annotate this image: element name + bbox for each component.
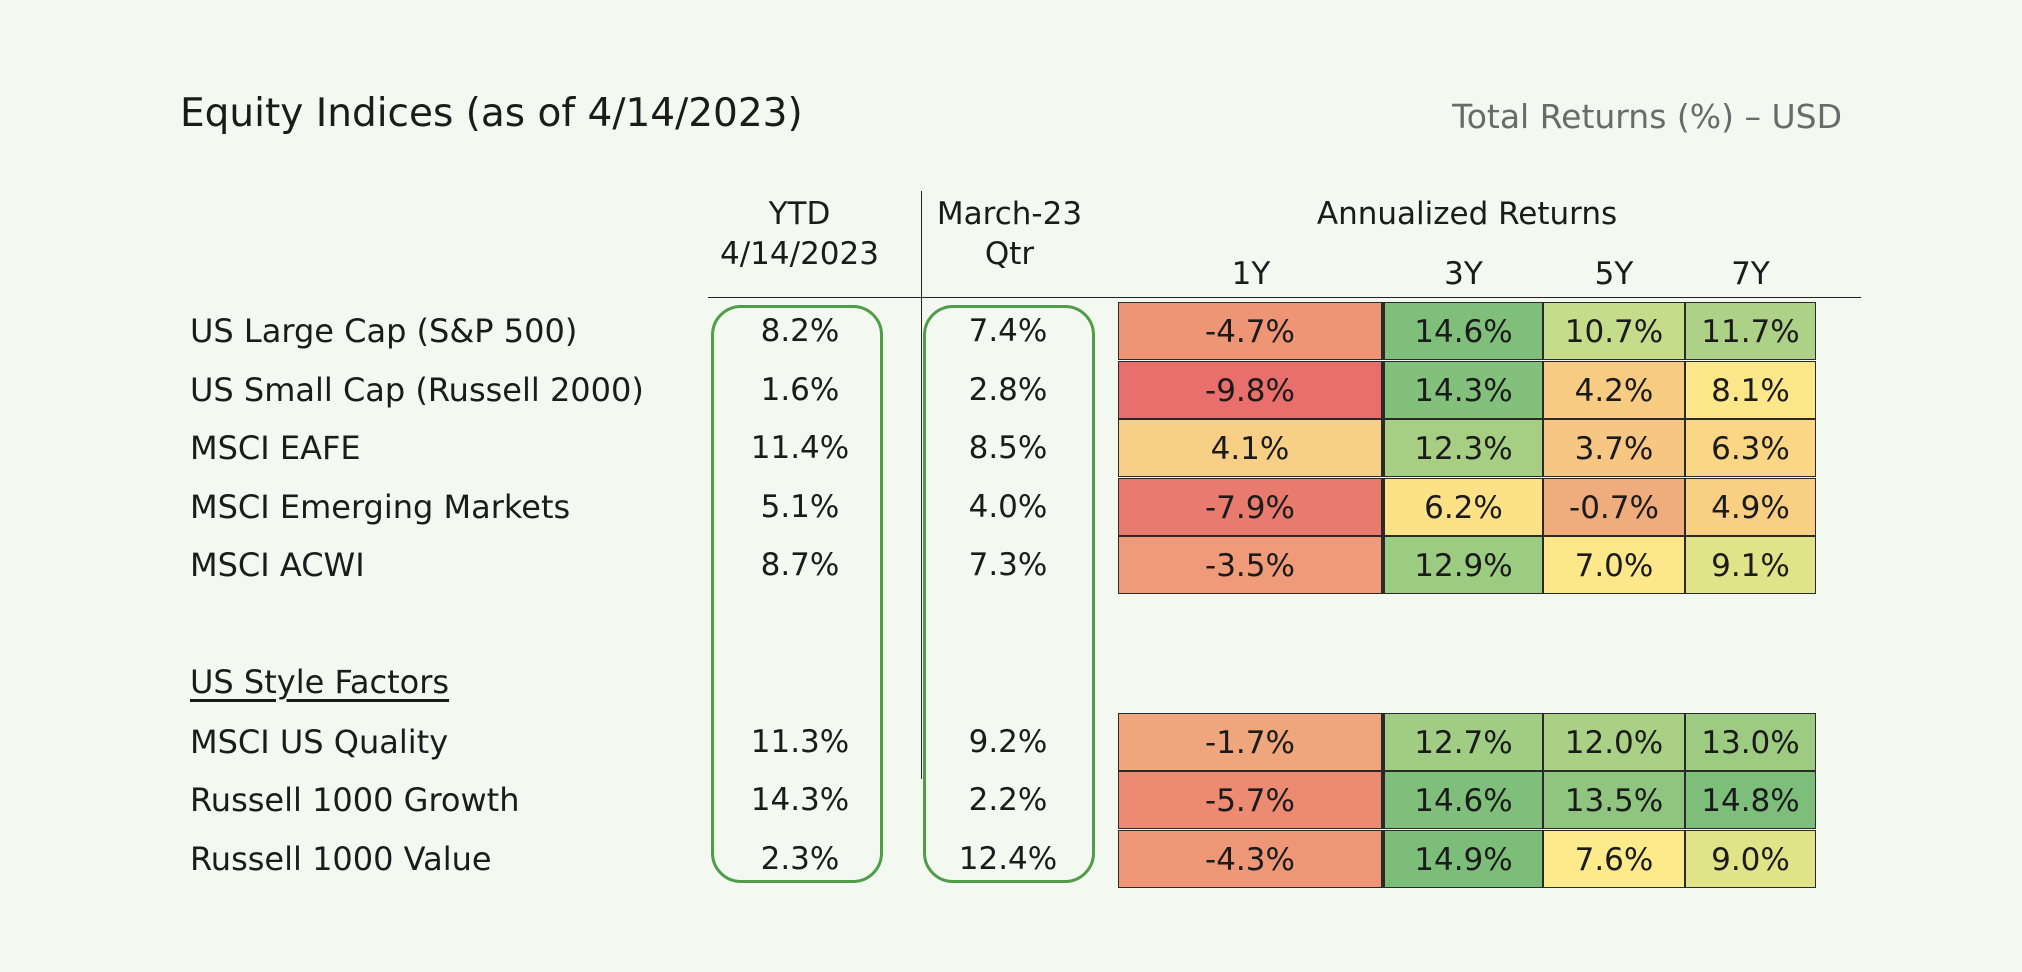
return-1y-cell: -4.3%	[1118, 830, 1384, 888]
row-label: MSCI US Quality	[190, 723, 449, 761]
return-7y-cell: 13.0%	[1685, 713, 1816, 771]
row-label: Russell 1000 Growth	[190, 781, 520, 819]
return-5y-cell: 3.7%	[1543, 419, 1685, 477]
ytd-value: 5.1%	[760, 489, 840, 525]
ytd-header-line2: 4/14/2023	[720, 236, 879, 272]
table-row: MSCI EAFE 11.4% 8.5% 4.1% 12.3% 3.7% 6.3%	[0, 419, 2022, 477]
col-header-3y: 3Y	[1444, 256, 1483, 292]
ytd-value: 8.7%	[760, 547, 840, 583]
ytd-highlight-outline	[711, 305, 883, 883]
return-5y-cell: -0.7%	[1543, 478, 1685, 536]
return-3y-cell: 12.9%	[1384, 536, 1543, 594]
return-3y-cell: 12.3%	[1384, 419, 1543, 477]
table-row: US Large Cap (S&P 500) 8.2% 7.4% -4.7% 14.6%…	[0, 302, 2022, 360]
return-3y-cell: 14.9%	[1384, 830, 1543, 888]
return-1y-cell: -9.8%	[1118, 361, 1384, 419]
page-subtitle: Total Returns (%) – USD	[1452, 97, 1842, 136]
table-row: MSCI Emerging Markets 5.1% 4.0% -7.9% 6.2% -0…	[0, 478, 2022, 536]
qtr-header-line2: Qtr	[984, 236, 1035, 272]
ytd-value: 11.4%	[750, 430, 850, 466]
qtr-value: 8.5%	[968, 430, 1048, 466]
row-label: US Small Cap (Russell 2000)	[190, 371, 644, 409]
col-header-5y: 5Y	[1594, 256, 1634, 292]
return-1y-cell: -4.7%	[1118, 302, 1384, 360]
ytd-value: 8.2%	[760, 313, 840, 349]
return-1y-cell: -5.7%	[1118, 771, 1384, 829]
qtr-highlight-outline	[923, 305, 1095, 883]
return-1y-cell: -3.5%	[1118, 536, 1384, 594]
row-label: MSCI Emerging Markets	[190, 488, 571, 526]
return-5y-cell: 7.0%	[1543, 536, 1685, 594]
ytd-value: 11.3%	[750, 724, 850, 760]
col-header-1y: 1Y	[1231, 256, 1271, 292]
table-row: Russell 1000 Value 2.3% 12.4% -4.3% 14.9% 7.6…	[0, 830, 2022, 888]
table-row: Russell 1000 Growth 14.3% 2.2% -5.7% 14.6% 13…	[0, 771, 2022, 829]
return-3y-cell: 14.3%	[1384, 361, 1543, 419]
header-divider	[708, 297, 1861, 298]
ytd-value: 1.6%	[760, 372, 840, 408]
table-row: MSCI ACWI 8.7% 7.3% -3.5% 12.9% 7.0% 9.1%	[0, 536, 2022, 594]
return-3y-cell: 14.6%	[1384, 302, 1543, 360]
return-7y-cell: 11.7%	[1685, 302, 1816, 360]
qtr-value: 2.8%	[968, 372, 1048, 408]
table-row: US Small Cap (Russell 2000) 1.6% 2.8% -9.8%…	[0, 361, 2022, 419]
page-title: Equity Indices (as of 4/14/2023)	[180, 91, 803, 136]
qtr-value: 4.0%	[968, 489, 1048, 525]
return-5y-cell: 13.5%	[1543, 771, 1685, 829]
qtr-value: 2.2%	[968, 782, 1048, 818]
col-header-7y: 7Y	[1731, 256, 1770, 292]
return-3y-cell: 6.2%	[1384, 478, 1543, 536]
row-label: US Large Cap (S&P 500)	[190, 312, 578, 350]
return-7y-cell: 6.3%	[1685, 419, 1816, 477]
return-7y-cell: 9.1%	[1685, 536, 1816, 594]
return-5y-cell: 12.0%	[1543, 713, 1685, 771]
ytd-value: 14.3%	[750, 782, 850, 818]
qtr-column-header: March-23 Qtr	[922, 194, 1097, 274]
annualized-returns-header: Annualized Returns	[1316, 196, 1618, 232]
table-row: MSCI US Quality 11.3% 9.2% -1.7% 12.7% 12.0% 1…	[0, 713, 2022, 771]
qtr-value: 12.4%	[958, 841, 1058, 877]
return-7y-cell: 8.1%	[1685, 361, 1816, 419]
return-5y-cell: 4.2%	[1543, 361, 1685, 419]
return-3y-cell: 14.6%	[1384, 771, 1543, 829]
qtr-value: 7.4%	[968, 313, 1048, 349]
return-7y-cell: 9.0%	[1685, 830, 1816, 888]
return-1y-cell: -1.7%	[1118, 713, 1384, 771]
column-divider	[921, 191, 922, 779]
row-label: MSCI EAFE	[190, 429, 361, 467]
return-7y-cell: 4.9%	[1685, 478, 1816, 536]
ytd-value: 2.3%	[760, 841, 840, 877]
qtr-value: 9.2%	[968, 724, 1048, 760]
return-5y-cell: 10.7%	[1543, 302, 1685, 360]
ytd-header-line1: YTD	[768, 196, 831, 232]
qtr-value: 7.3%	[968, 547, 1048, 583]
return-1y-cell: -7.9%	[1118, 478, 1384, 536]
qtr-header-line1: March-23	[936, 196, 1083, 232]
row-label: Russell 1000 Value	[190, 840, 492, 878]
row-label: MSCI ACWI	[190, 546, 365, 584]
section-heading-style-factors: US Style Factors	[190, 663, 450, 701]
return-7y-cell: 14.8%	[1685, 771, 1816, 829]
return-3y-cell: 12.7%	[1384, 713, 1543, 771]
ytd-column-header: YTD 4/14/2023	[712, 194, 887, 274]
return-1y-cell: 4.1%	[1118, 419, 1384, 477]
return-5y-cell: 7.6%	[1543, 830, 1685, 888]
